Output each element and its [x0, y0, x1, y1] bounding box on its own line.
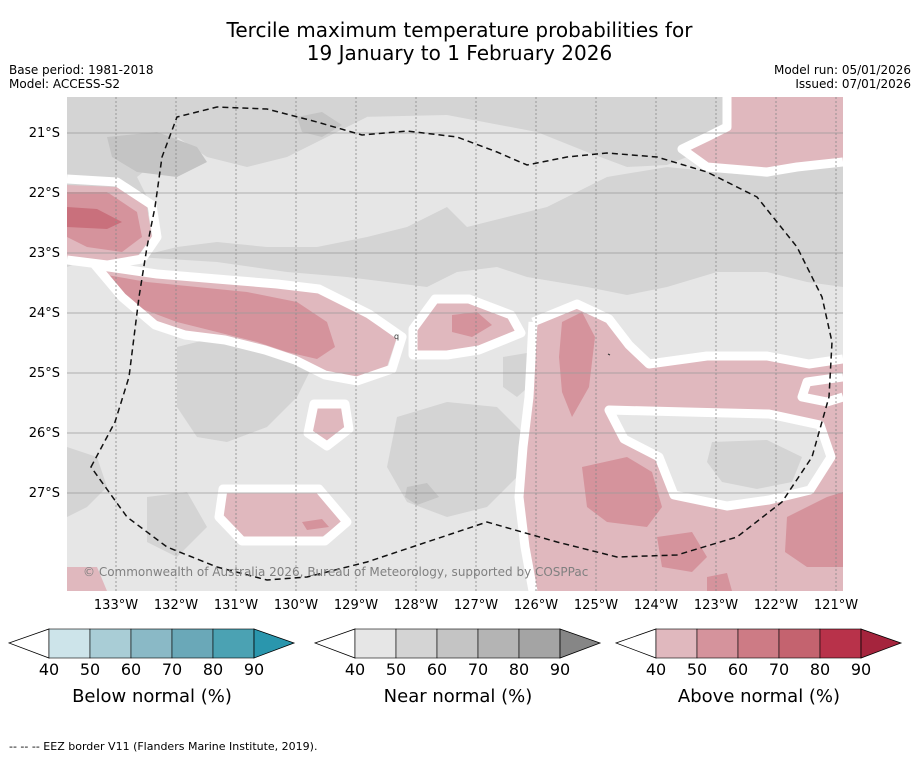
below-normal-colorbar — [8, 628, 296, 659]
below-tick-60: 60 — [120, 660, 142, 679]
lon-121w: 121°W — [813, 598, 859, 613]
island-marker: q — [394, 332, 399, 341]
below-colorbar-seg-4 — [171, 628, 214, 659]
region-boundaries — [67, 97, 843, 591]
above-normal-60-regions — [67, 207, 122, 229]
near-tick-80: 80 — [508, 660, 530, 679]
lon-131w: 131°W — [213, 598, 259, 613]
lon-132w: 132°W — [153, 598, 199, 613]
above-tick-40: 40 — [645, 660, 667, 679]
lat-27s: 27°S — [28, 486, 60, 501]
lon-123w: 123°W — [693, 598, 739, 613]
near-colorbar-under — [314, 628, 356, 659]
title-line-2: 19 January to 1 February 2026 — [306, 41, 613, 65]
meta-left: Base period: 1981-2018 Model: ACCESS-S2 — [9, 63, 154, 91]
near-tick-40: 40 — [344, 660, 366, 679]
near-colorbar-seg-1 — [354, 628, 397, 659]
lat-26s: 26°S — [28, 426, 60, 441]
below-colorbar-under — [8, 628, 50, 659]
lon-129w: 129°W — [333, 598, 379, 613]
lon-127w: 127°W — [453, 598, 499, 613]
near-tick-70: 70 — [467, 660, 489, 679]
near-normal-colorbar — [314, 628, 602, 659]
above-colorbar-seg-3 — [737, 628, 780, 659]
near-normal-title: Near normal (%) — [383, 686, 533, 707]
lat-23s: 23°S — [28, 246, 60, 261]
model-name: Model: ACCESS-S2 — [9, 77, 121, 91]
above-tick-60: 60 — [727, 660, 749, 679]
near-tick-50: 50 — [385, 660, 407, 679]
above-normal-colorbar — [615, 628, 903, 659]
below-colorbar-seg-3 — [130, 628, 173, 659]
lon-130w: 130°W — [273, 598, 319, 613]
title-line-1: Tercile maximum temperature probabilitie… — [226, 18, 693, 42]
below-tick-90: 90 — [243, 660, 265, 679]
lon-125w: 125°W — [573, 598, 619, 613]
below-tick-70: 70 — [161, 660, 183, 679]
below-tick-40: 40 — [38, 660, 60, 679]
above-colorbar-seg-4 — [778, 628, 821, 659]
below-colorbar-seg-1 — [48, 628, 91, 659]
near-colorbar-seg-4 — [477, 628, 520, 659]
near-colorbar-seg-2 — [395, 628, 438, 659]
above-colorbar-under — [615, 628, 657, 659]
lon-122w: 122°W — [753, 598, 799, 613]
copyright-text: © Commonwealth of Australia 2026, Bureau… — [83, 565, 588, 579]
lat-25s: 25°S — [28, 366, 60, 381]
near-colorbar-over — [559, 628, 602, 659]
lat-21s: 21°S — [28, 126, 60, 141]
below-normal-title: Below normal (%) — [72, 686, 232, 707]
above-colorbar-seg-5 — [819, 628, 862, 659]
map-title: Tercile maximum temperature probabilitie… — [0, 19, 919, 65]
near-normal-60-regions — [107, 112, 439, 505]
lon-124w: 124°W — [633, 598, 679, 613]
lon-133w: 133°W — [93, 598, 139, 613]
lat-24s: 24°S — [28, 306, 60, 321]
lon-126w: 126°W — [513, 598, 559, 613]
above-normal-title: Above normal (%) — [677, 686, 841, 707]
latitude-lines — [67, 132, 843, 494]
above-colorbar-over — [860, 628, 903, 659]
model-run: Model run: 05/01/2026 — [773, 63, 911, 77]
near-colorbar-seg-3 — [436, 628, 479, 659]
below-colorbar-over — [253, 628, 296, 659]
above-tick-90: 90 — [850, 660, 872, 679]
meta-right: Model run: 05/01/2026 Issued: 07/01/2026 — [774, 63, 911, 91]
above-normal-50-regions — [67, 192, 843, 591]
base-period: Base period: 1981-2018 — [9, 63, 154, 77]
eez-footnote: -- -- -- EEZ border V11 (Flanders Marine… — [9, 740, 318, 753]
eez-border — [90, 106, 833, 581]
above-tick-80: 80 — [809, 660, 831, 679]
above-tick-50: 50 — [686, 660, 708, 679]
near-tick-60: 60 — [426, 660, 448, 679]
lon-128w: 128°W — [393, 598, 439, 613]
below-tick-50: 50 — [79, 660, 101, 679]
near-normal-island — [612, 412, 827, 502]
near-tick-90: 90 — [549, 660, 571, 679]
lat-22s: 22°S — [28, 186, 60, 201]
above-colorbar-seg-1 — [655, 628, 698, 659]
below-tick-80: 80 — [202, 660, 224, 679]
above-colorbar-seg-2 — [696, 628, 739, 659]
below-colorbar-seg-2 — [89, 628, 132, 659]
below-colorbar-seg-5 — [212, 628, 255, 659]
above-tick-70: 70 — [768, 660, 790, 679]
near-colorbar-seg-5 — [518, 628, 561, 659]
probability-map[interactable]: q © Commonwealth of Australia 2026, Bure… — [67, 97, 843, 591]
issued-date: Issued: 07/01/2026 — [795, 77, 911, 91]
island-marker-2 — [607, 353, 611, 356]
